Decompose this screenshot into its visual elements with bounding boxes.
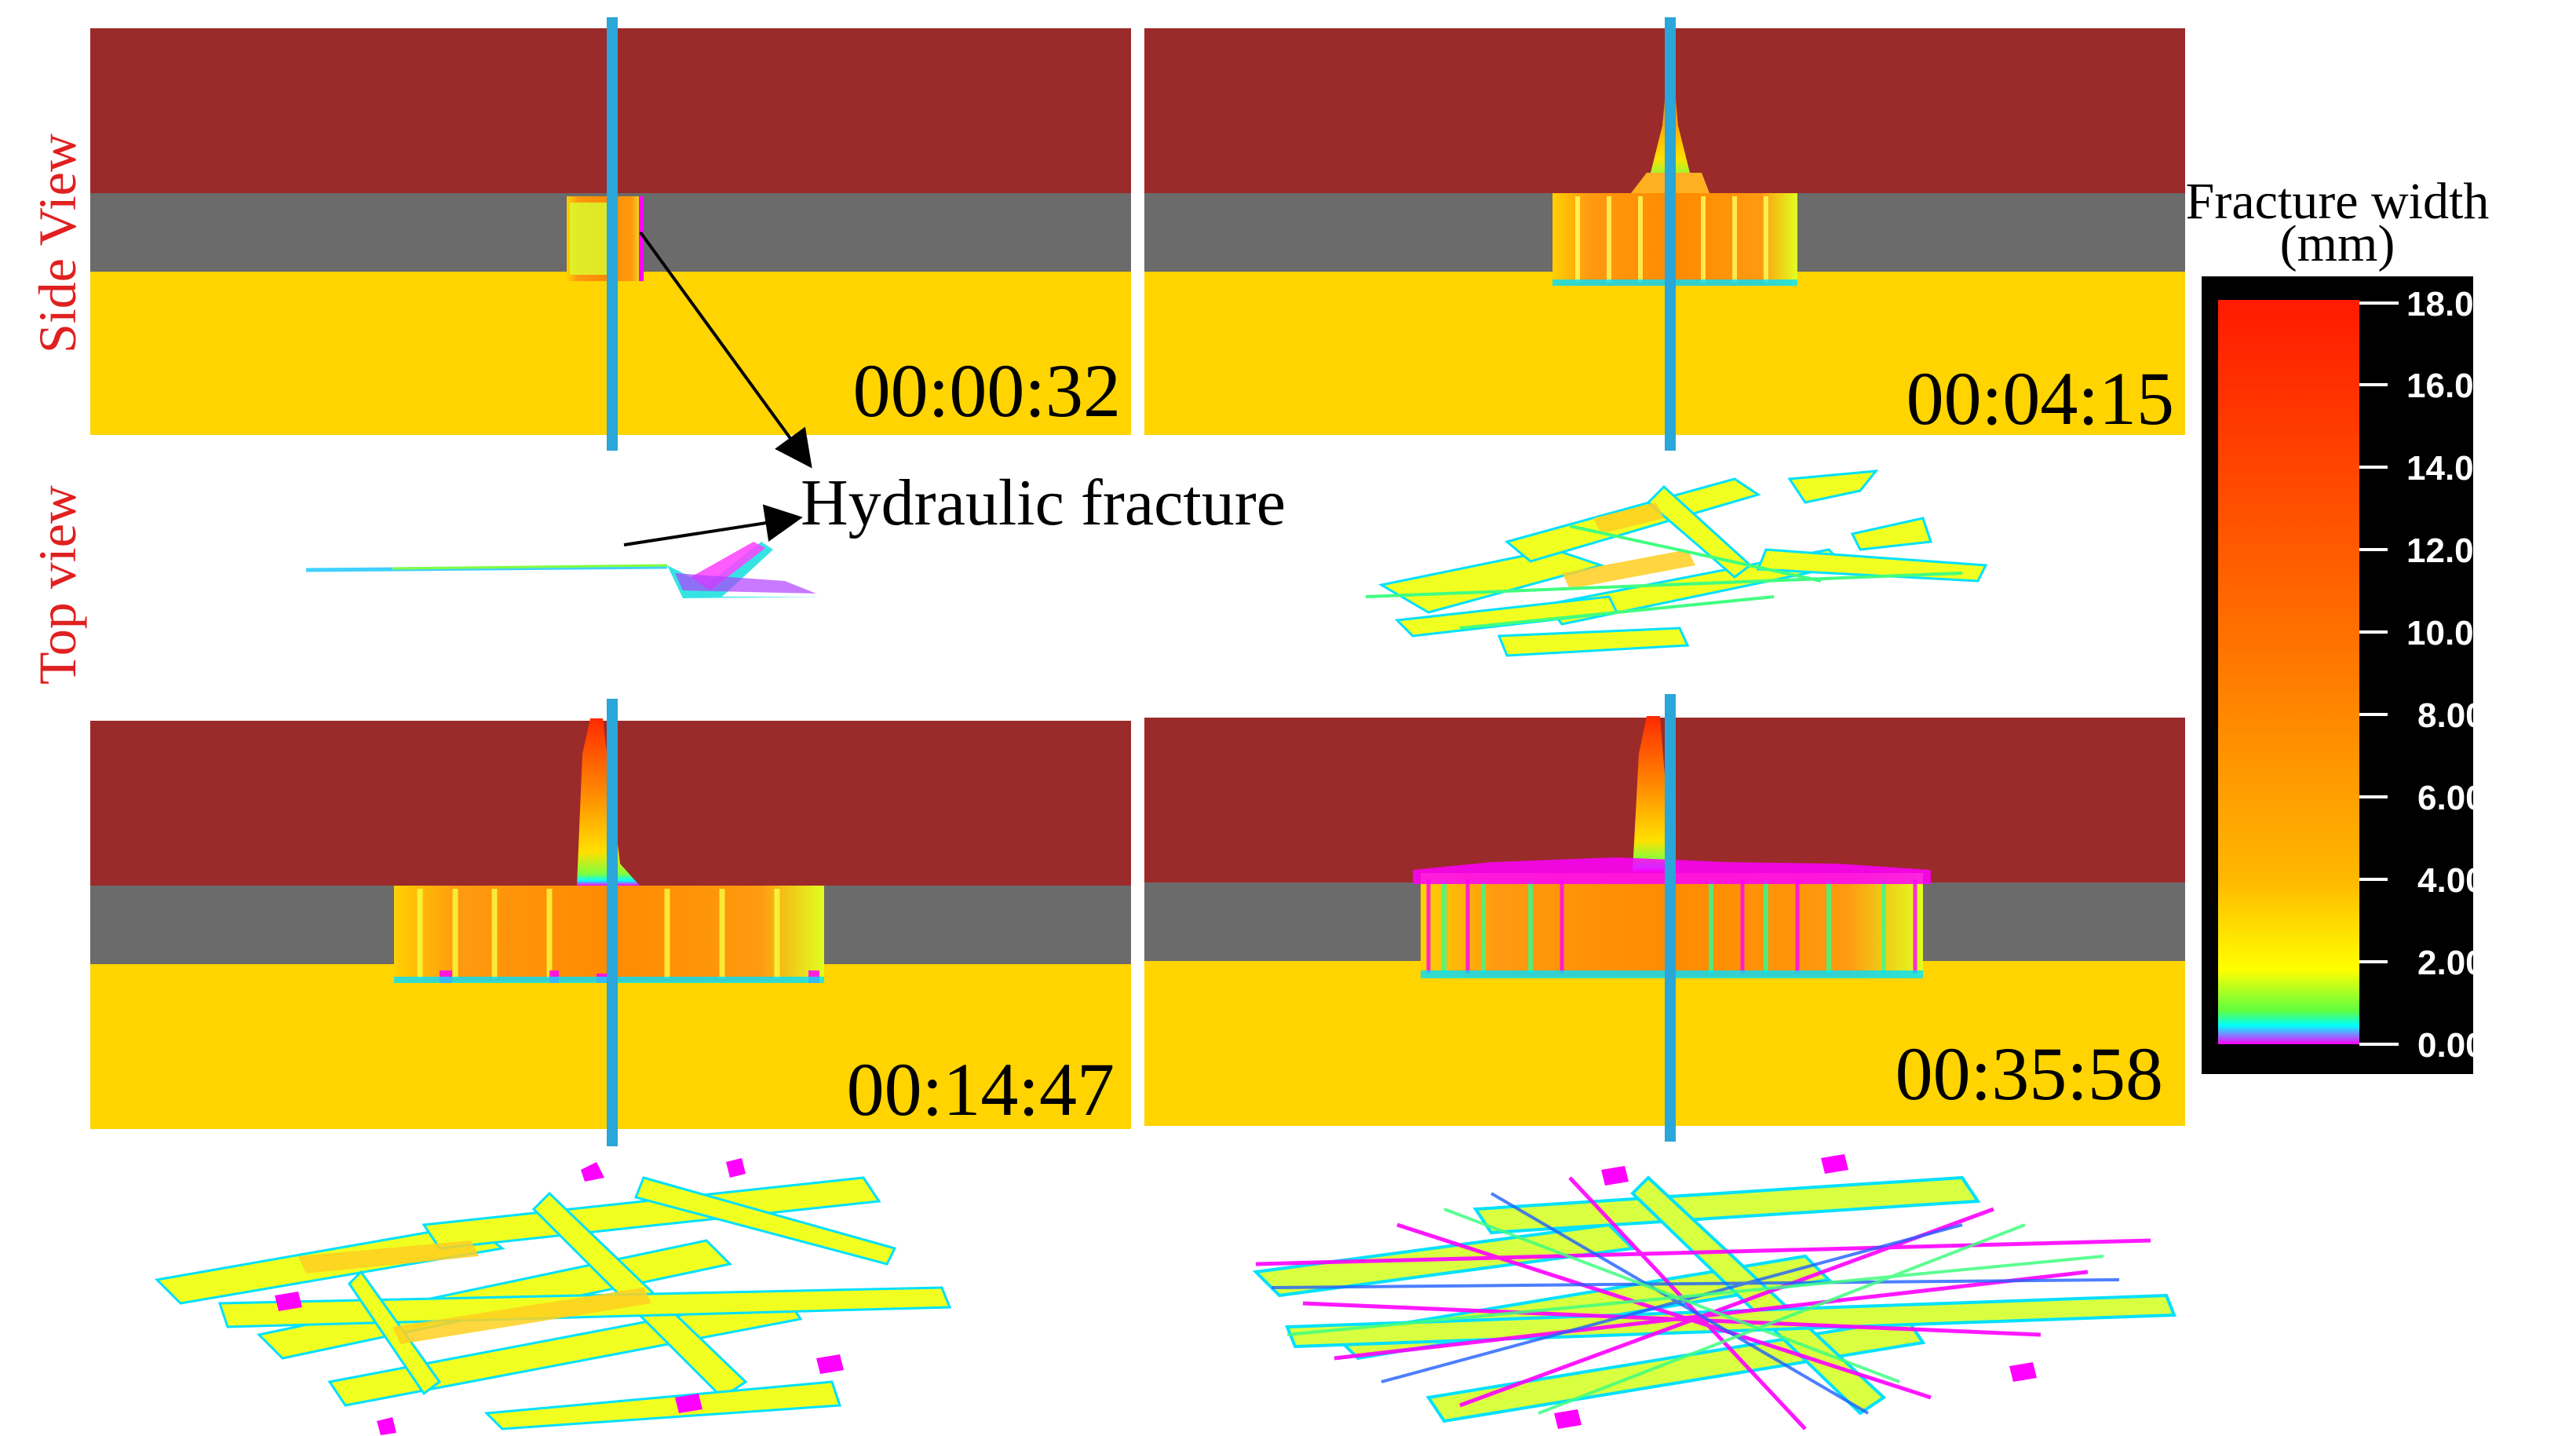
top-view-1 — [305, 542, 824, 598]
panel-side-view-2: 00:04:15 — [1144, 17, 2185, 451]
colorbar-tick: 18.00 — [2406, 285, 2493, 323]
wellbore — [1665, 17, 1676, 451]
colorbar-tick: 8.00 — [2417, 696, 2485, 735]
panel-side-view-4: 00:35:58 — [1144, 694, 2185, 1142]
callout-label: Hydraulic fracture — [801, 466, 1286, 539]
top-view-2 — [1365, 470, 1988, 657]
colorbar: Fracture width (mm) 18.00 16.00 14.00 12… — [2186, 173, 2493, 1074]
panel-side-view-3: 00:14:47 — [90, 699, 1131, 1146]
colorbar-tick: 10.00 — [2406, 614, 2493, 652]
top-view-3 — [154, 1158, 952, 1435]
side-view-label: Side View — [27, 133, 87, 353]
wellbore — [607, 17, 618, 451]
time-label: 00:35:58 — [1896, 1032, 2163, 1116]
top-view-label: Top view — [27, 485, 87, 685]
colorbar-tick: 2.00 — [2417, 944, 2485, 982]
colorbar-gradient — [2218, 300, 2359, 1044]
colorbar-tick: 6.00 — [2417, 779, 2485, 817]
colorbar-title: Fracture width — [2186, 173, 2490, 230]
colorbar-tick: 0.00 — [2417, 1026, 2485, 1065]
time-label: 00:14:47 — [847, 1047, 1115, 1131]
colorbar-tick: 14.00 — [2406, 449, 2493, 488]
panel-side-view-1: 00:00:32 — [90, 17, 1131, 451]
colorbar-tick: 12.00 — [2406, 532, 2493, 570]
top-view-4 — [1252, 1154, 2176, 1431]
colorbar-unit: (mm) — [2280, 215, 2395, 272]
fracture-spike — [1633, 716, 1672, 871]
colorbar-tick: 4.00 — [2417, 861, 2485, 900]
time-label: 00:00:32 — [853, 349, 1121, 433]
wellbore — [607, 699, 618, 1146]
wellbore — [1665, 694, 1676, 1142]
hydraulic-fracture-callout: Hydraulic fracture — [623, 231, 1286, 546]
time-label: 00:04:15 — [1906, 356, 2174, 440]
colorbar-tick: 16.00 — [2406, 367, 2493, 405]
